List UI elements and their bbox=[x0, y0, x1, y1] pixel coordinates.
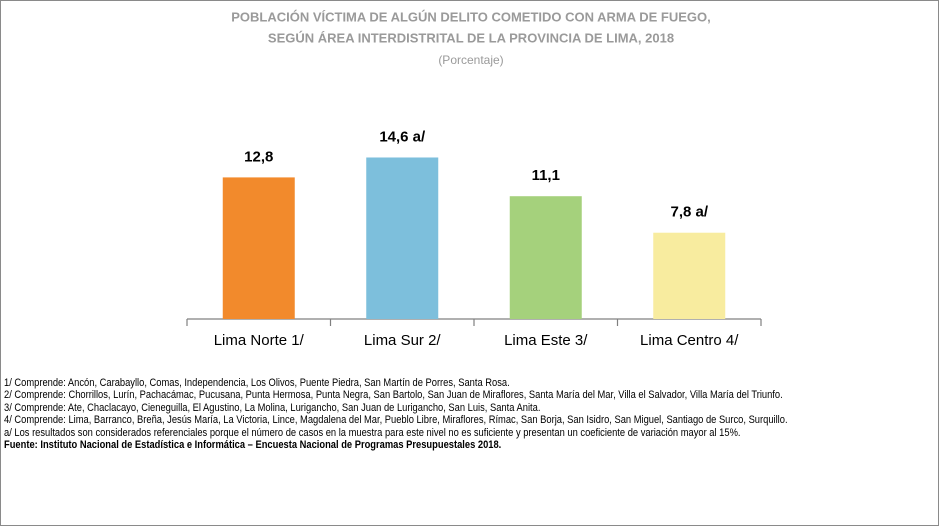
x-tick-label: Lima Este 3/ bbox=[504, 332, 588, 349]
x-tick-label: Lima Centro 4/ bbox=[640, 332, 739, 349]
footnote: a/ Los resultados son considerados refer… bbox=[4, 426, 741, 439]
bar bbox=[653, 232, 726, 319]
chart-subtitle: (Porcentaje) bbox=[438, 53, 503, 67]
bar bbox=[509, 196, 582, 319]
footnote: 4/ Comprende: Lima, Barranco, Breña, Jes… bbox=[4, 414, 788, 427]
x-tick-label: Lima Norte 1/ bbox=[214, 332, 305, 349]
footnotes: 1/ Comprende: Ancón, Carabayllo, Comas, … bbox=[4, 377, 931, 451]
data-label: 12,8 bbox=[244, 148, 273, 165]
bar bbox=[222, 177, 295, 319]
chart: POBLACIÓN VÍCTIMA DE ALGÚN DELITO COMETI… bbox=[186, 9, 762, 349]
footnote: 2/ Comprende: Chorrillos, Lurín, Pachacá… bbox=[4, 389, 783, 402]
chart-title: SEGÚN ÁREA INTERDISTRITAL DE LA PROVINCI… bbox=[268, 30, 674, 45]
data-label: 7,8 a/ bbox=[670, 204, 708, 221]
bar bbox=[366, 157, 439, 319]
footnote: 1/ Comprende: Ancón, Carabayllo, Comas, … bbox=[4, 377, 510, 389]
footnote: 3/ Comprende: Ate, Chaclacayo, Cieneguil… bbox=[4, 401, 541, 414]
x-tick-label: Lima Sur 2/ bbox=[364, 332, 442, 349]
chart-title: POBLACIÓN VÍCTIMA DE ALGÚN DELITO COMETI… bbox=[231, 9, 711, 24]
data-label: 14,6 a/ bbox=[379, 128, 426, 145]
data-label: 11,1 bbox=[532, 167, 560, 184]
footnote: Fuente: Instituto Nacional de Estadístic… bbox=[4, 439, 502, 452]
